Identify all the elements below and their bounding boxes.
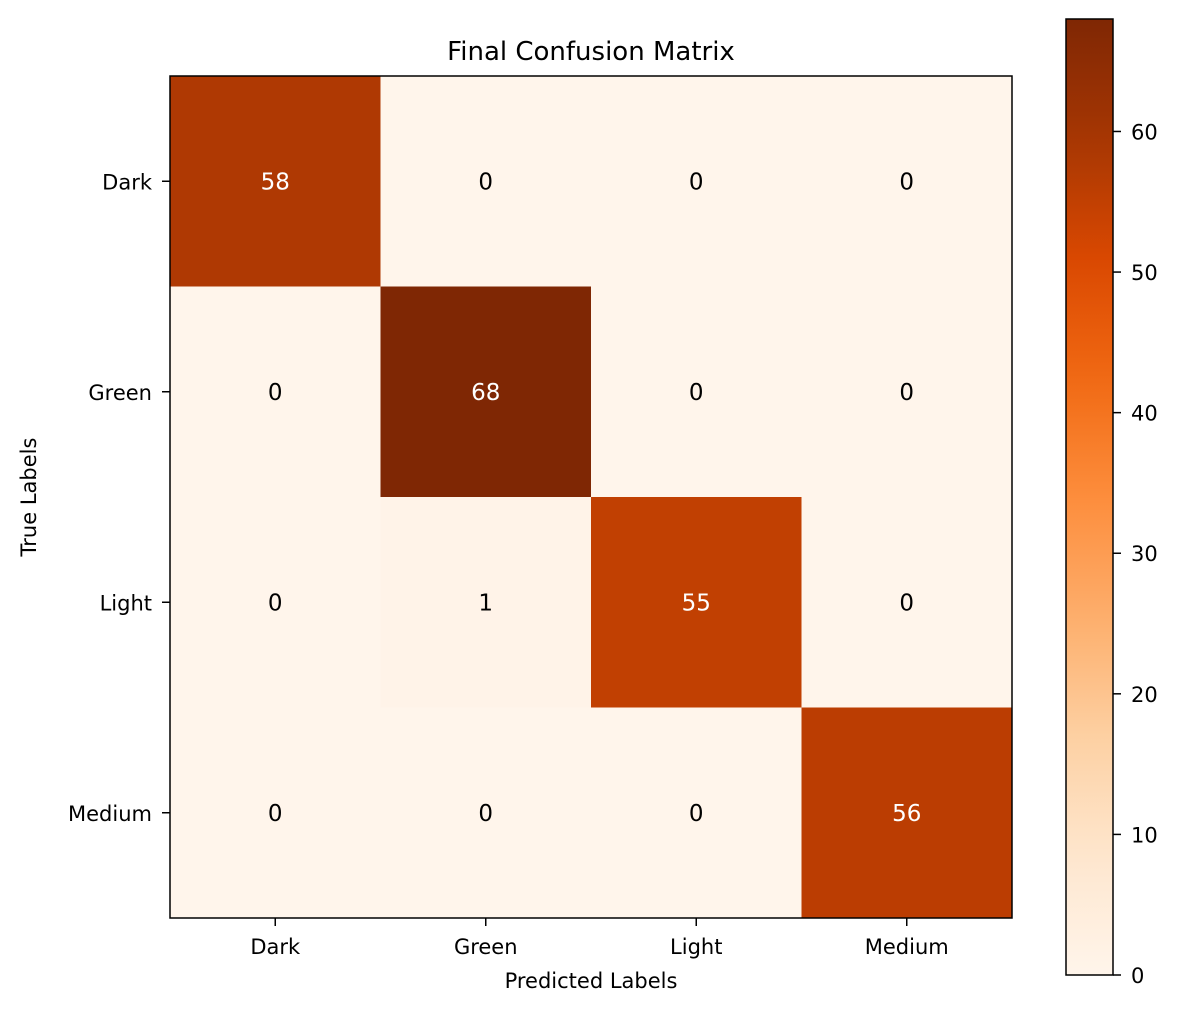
cell-value-label: 0 xyxy=(689,801,704,827)
y-axis-label: True Labels xyxy=(17,438,41,558)
colorbar-tick-label: 50 xyxy=(1131,261,1158,285)
heatmap-cell xyxy=(591,286,802,498)
cell-value-label: 55 xyxy=(682,590,711,616)
heatmap-cell xyxy=(170,707,381,919)
heatmap-cell xyxy=(591,707,802,919)
colorbar-ticks: 0 10 20 30 40 50 60 xyxy=(1113,120,1158,988)
heatmap-cell xyxy=(380,707,592,919)
y-tick-label: Medium xyxy=(68,802,152,826)
cell-value-label: 0 xyxy=(478,801,493,827)
cell-value-label: 0 xyxy=(689,169,704,195)
cell-value-label: 0 xyxy=(689,380,704,406)
cell-value-label: 0 xyxy=(899,590,914,616)
colorbar-tick-label: 20 xyxy=(1131,683,1158,707)
x-tick-label: Dark xyxy=(250,935,301,959)
x-axis-label: Predicted Labels xyxy=(505,969,678,993)
cell-value-label: 0 xyxy=(268,380,283,406)
heatmap-cell xyxy=(801,76,1013,287)
colorbar: 0 10 20 30 40 50 60 xyxy=(1065,18,1158,988)
cell-value-label: 68 xyxy=(471,380,500,406)
colorbar-tick-label: 40 xyxy=(1131,402,1158,426)
colorbar-gradient xyxy=(1066,19,1113,975)
heatmap-cell xyxy=(380,76,592,287)
colorbar-tick-label: 10 xyxy=(1131,823,1158,847)
colorbar-tick-label: 30 xyxy=(1131,542,1158,566)
heatmap-cell xyxy=(170,286,381,498)
heatmap-cell xyxy=(591,76,802,287)
chart-title: Final Confusion Matrix xyxy=(447,37,735,67)
y-axis: Dark Green Light Medium xyxy=(68,170,170,826)
heatmap-cell xyxy=(591,497,802,708)
heatmap-cell xyxy=(170,497,381,708)
cell-value-label: 0 xyxy=(899,380,914,406)
x-tick-label: Green xyxy=(454,935,518,959)
heatmap-cell xyxy=(380,286,592,498)
cell-value-label: 58 xyxy=(261,169,290,195)
heatmap-cell xyxy=(380,497,592,708)
cell-value-label: 0 xyxy=(478,169,493,195)
cell-value-label: 56 xyxy=(892,801,921,827)
colorbar-tick-label: 0 xyxy=(1131,964,1144,988)
cell-value-label: 0 xyxy=(268,590,283,616)
x-axis: Dark Green Light Medium xyxy=(250,918,949,959)
heatmap-cell xyxy=(801,707,1013,919)
x-tick-label: Medium xyxy=(865,935,949,959)
heatmap-cell xyxy=(170,76,381,287)
y-tick-label: Green xyxy=(88,381,152,405)
x-tick-label: Light xyxy=(670,935,722,959)
heatmap-cells xyxy=(170,76,1013,919)
heatmap-cell xyxy=(801,497,1013,708)
y-tick-label: Light xyxy=(100,591,152,615)
heatmap-cell xyxy=(801,286,1013,498)
y-tick-label: Dark xyxy=(102,170,153,194)
colorbar-frame xyxy=(1065,18,1114,976)
cell-value-label: 0 xyxy=(268,801,283,827)
heatmap-cell-labels: 58 0 0 0 0 68 0 0 0 1 55 0 0 0 0 56 xyxy=(261,169,922,827)
cell-value-label: 0 xyxy=(899,169,914,195)
colorbar-tick-label: 60 xyxy=(1131,120,1158,144)
plot-frame xyxy=(169,75,1013,919)
cell-value-label: 1 xyxy=(478,590,493,616)
